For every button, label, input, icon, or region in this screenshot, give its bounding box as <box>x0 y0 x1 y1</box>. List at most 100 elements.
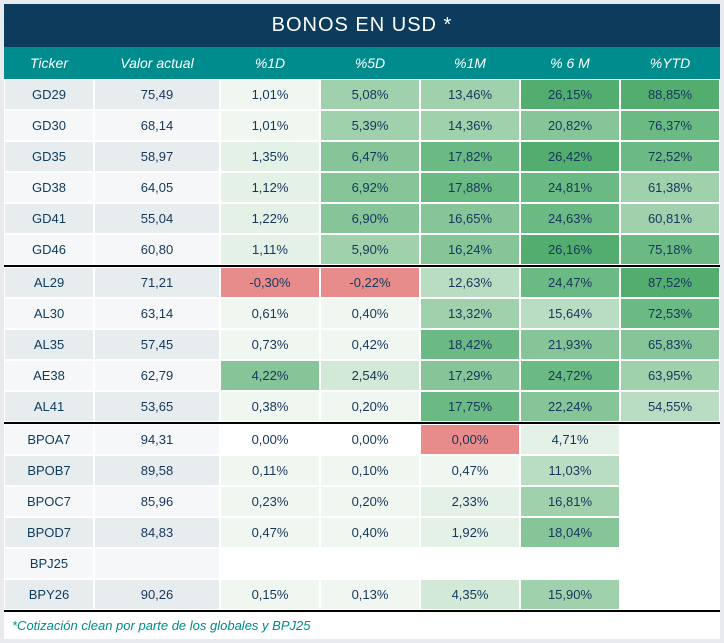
value-cell: 58,97 <box>94 142 220 171</box>
ticker-cell: GD46 <box>4 235 94 264</box>
pct-cell-m6: 22,24% <box>520 392 620 421</box>
pct-cell-m1 <box>420 549 520 578</box>
pct-cell-d5: 0,20% <box>320 487 420 516</box>
table-row: BPJ25 <box>4 548 720 579</box>
pct-cell-ytd <box>620 456 720 485</box>
table-row: BPY2690,260,15%0,13%4,35%15,90% <box>4 579 720 610</box>
table-row: BPOB789,580,11%0,10%0,47%11,03% <box>4 455 720 486</box>
pct-cell-ytd: 75,18% <box>620 235 720 264</box>
pct-cell-d5: 0,13% <box>320 580 420 609</box>
pct-cell-d1: -0,30% <box>220 268 320 297</box>
ticker-cell: BPOC7 <box>4 487 94 516</box>
table-header-row: TickerValor actual%1D%5D%1M% 6 M%YTD <box>4 47 720 79</box>
pct-cell-m6: 24,72% <box>520 361 620 390</box>
value-cell: 85,96 <box>94 487 220 516</box>
value-cell: 60,80 <box>94 235 220 264</box>
value-cell <box>94 549 220 578</box>
pct-cell-m6: 21,93% <box>520 330 620 359</box>
pct-cell-d5: 0,20% <box>320 392 420 421</box>
value-cell: 90,26 <box>94 580 220 609</box>
pct-cell-d1: 0,47% <box>220 518 320 547</box>
value-cell: 84,83 <box>94 518 220 547</box>
pct-cell-ytd <box>620 425 720 454</box>
ticker-cell: BPOD7 <box>4 518 94 547</box>
value-cell: 89,58 <box>94 456 220 485</box>
value-cell: 62,79 <box>94 361 220 390</box>
pct-cell-d1: 0,61% <box>220 299 320 328</box>
pct-cell-m1: 13,32% <box>420 299 520 328</box>
value-cell: 57,45 <box>94 330 220 359</box>
table-row: GD3068,141,01%5,39%14,36%20,82%76,37% <box>4 110 720 141</box>
table-row: AL2971,21-0,30%-0,22%12,63%24,47%87,52% <box>4 267 720 298</box>
pct-cell-m6: 24,63% <box>520 204 620 233</box>
pct-cell-m1: 14,36% <box>420 111 520 140</box>
pct-cell-m6 <box>520 549 620 578</box>
pct-cell-d5: 0,40% <box>320 518 420 547</box>
pct-cell-d1: 1,11% <box>220 235 320 264</box>
pct-cell-ytd: 76,37% <box>620 111 720 140</box>
pct-cell-ytd: 87,52% <box>620 268 720 297</box>
pct-cell-ytd: 72,52% <box>620 142 720 171</box>
pct-cell-m1: 2,33% <box>420 487 520 516</box>
pct-cell-d5: 2,54% <box>320 361 420 390</box>
pct-cell-m1: 4,35% <box>420 580 520 609</box>
pct-cell-d5: 6,92% <box>320 173 420 202</box>
pct-cell-m1: 16,65% <box>420 204 520 233</box>
col-header-d1: %1D <box>220 47 320 79</box>
ticker-cell: GD35 <box>4 142 94 171</box>
pct-cell-m1: 16,24% <box>420 235 520 264</box>
pct-cell-d1: 0,23% <box>220 487 320 516</box>
table-row: AE3862,794,22%2,54%17,29%24,72%63,95% <box>4 360 720 391</box>
pct-cell-d1: 0,15% <box>220 580 320 609</box>
table-row: GD3558,971,35%6,47%17,82%26,42%72,52% <box>4 141 720 172</box>
value-cell: 53,65 <box>94 392 220 421</box>
pct-cell-m6: 16,81% <box>520 487 620 516</box>
pct-cell-d1: 4,22% <box>220 361 320 390</box>
pct-cell-d1: 1,22% <box>220 204 320 233</box>
table-row: GD4155,041,22%6,90%16,65%24,63%60,81% <box>4 203 720 234</box>
pct-cell-d1: 1,35% <box>220 142 320 171</box>
table-row: BPOA794,310,00%0,00%0,00%4,71% <box>4 424 720 455</box>
table-body: GD2975,491,01%5,08%13,46%26,15%88,85%GD3… <box>4 79 720 612</box>
ticker-cell: GD29 <box>4 80 94 109</box>
pct-cell-m6: 15,64% <box>520 299 620 328</box>
table-row: GD4660,801,11%5,90%16,24%26,16%75,18% <box>4 234 720 265</box>
ticker-cell: BPJ25 <box>4 549 94 578</box>
pct-cell-d5: 0,00% <box>320 425 420 454</box>
pct-cell-d1: 0,38% <box>220 392 320 421</box>
pct-cell-ytd <box>620 549 720 578</box>
table-row: BPOD784,830,47%0,40%1,92%18,04% <box>4 517 720 548</box>
pct-cell-m1: 1,92% <box>420 518 520 547</box>
pct-cell-m6: 20,82% <box>520 111 620 140</box>
table-row: AL4153,650,38%0,20%17,75%22,24%54,55% <box>4 391 720 422</box>
table-row: BPOC785,960,23%0,20%2,33%16,81% <box>4 486 720 517</box>
pct-cell-m1: 0,00% <box>420 425 520 454</box>
pct-cell-d1: 1,12% <box>220 173 320 202</box>
pct-cell-ytd: 72,53% <box>620 299 720 328</box>
col-header-ytd: %YTD <box>620 47 720 79</box>
pct-cell-m6: 26,15% <box>520 80 620 109</box>
pct-cell-ytd: 88,85% <box>620 80 720 109</box>
bonds-table-container: BONOS EN USD * TickerValor actual%1D%5D%… <box>4 4 720 639</box>
table-row: GD2975,491,01%5,08%13,46%26,15%88,85% <box>4 79 720 110</box>
col-header-m6: % 6 M <box>520 47 620 79</box>
pct-cell-m6: 24,47% <box>520 268 620 297</box>
ticker-cell: AL30 <box>4 299 94 328</box>
pct-cell-d5 <box>320 549 420 578</box>
pct-cell-d5: 5,39% <box>320 111 420 140</box>
pct-cell-m1: 18,42% <box>420 330 520 359</box>
pct-cell-d5: 6,90% <box>320 204 420 233</box>
pct-cell-d5: 5,90% <box>320 235 420 264</box>
pct-cell-m1: 17,82% <box>420 142 520 171</box>
value-cell: 64,05 <box>94 173 220 202</box>
pct-cell-m6: 15,90% <box>520 580 620 609</box>
ticker-cell: BPOA7 <box>4 425 94 454</box>
pct-cell-d1: 0,00% <box>220 425 320 454</box>
pct-cell-ytd: 61,38% <box>620 173 720 202</box>
ticker-cell: AE38 <box>4 361 94 390</box>
ticker-cell: AL41 <box>4 392 94 421</box>
pct-cell-ytd: 54,55% <box>620 392 720 421</box>
pct-cell-m6: 26,16% <box>520 235 620 264</box>
value-cell: 94,31 <box>94 425 220 454</box>
pct-cell-ytd: 63,95% <box>620 361 720 390</box>
